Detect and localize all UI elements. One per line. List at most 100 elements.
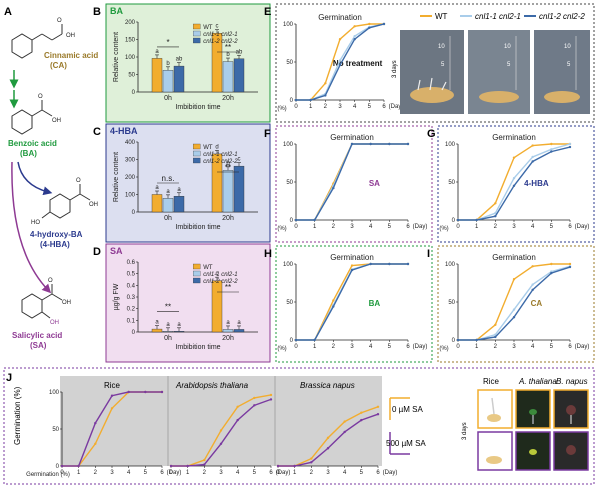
significance-letter: a [155, 320, 159, 326]
y-tick-label: 400 [125, 140, 136, 146]
y-tick-label: 50 [448, 180, 455, 186]
cinnamic-acid-structure [11, 24, 63, 59]
bar [162, 70, 174, 93]
y-tick-label: 0.3 [127, 295, 136, 301]
data-point [456, 218, 460, 222]
legend-label: cnl1-1 cnl2-1 [203, 32, 237, 38]
panel-e-frame [275, 3, 595, 123]
x-tick-label: 2 [332, 344, 336, 350]
hba-structure [41, 184, 91, 219]
significance-mark: ** [225, 163, 231, 172]
data-point [568, 145, 572, 149]
data-point [203, 463, 206, 466]
bar [162, 331, 174, 333]
photo-j-days: 3 days [462, 422, 468, 440]
data-point [550, 142, 553, 146]
data-point [343, 430, 346, 434]
x-tick-label: 5 [360, 470, 364, 476]
hba-o-label: O [76, 178, 81, 184]
legend-e-cnl1: cnl1-1 cnl2-1 [475, 12, 521, 21]
data-point [406, 142, 410, 146]
panel-e-legend: WT cnl1-1 cnl2-1 cnl1-2 cnl2-2 [420, 12, 585, 21]
treatment-label: No treatment [333, 59, 383, 68]
significance-mark: * [166, 38, 169, 47]
treatment-label: BA [369, 299, 381, 308]
category-label: 0h [164, 335, 172, 342]
panel-g-frame [437, 125, 595, 243]
treatment-label: 4-HBA [524, 179, 549, 188]
data-point [531, 288, 534, 292]
legend-label: cnl1-2 cnl2-2 [203, 159, 238, 165]
ca-abbr: (CA) [50, 61, 67, 70]
data-point [253, 404, 256, 407]
data-point [475, 218, 478, 222]
data-point [310, 457, 313, 460]
data-point [350, 142, 354, 146]
y-tick-label: 200 [125, 175, 136, 181]
data-point [294, 218, 298, 222]
hba-ho-label: HO [31, 220, 40, 226]
data-point [309, 98, 312, 102]
significance-letter: c [216, 271, 219, 277]
data-point [494, 202, 497, 205]
panel-letter-c: C [93, 126, 101, 138]
y-tick-label: 50 [286, 300, 293, 306]
y-tick-label: 0.4 [127, 283, 136, 289]
legend-j-500sa: 500 µM SA [386, 439, 426, 448]
significance-letter: b [226, 52, 230, 58]
panel-d-sa-bar-chart: D SA 0 0.1 0.2 0.3 0.4 0.5 0.6 µg/g FW a a a 0h c a a 2… [93, 243, 271, 363]
data-point [568, 142, 572, 146]
data-point [550, 148, 553, 151]
legend-swatch [193, 263, 201, 270]
data-point [313, 218, 316, 222]
legend-swatch [193, 157, 201, 164]
x-tick-label: 4 [531, 344, 535, 350]
x-tick-label: 4 [369, 224, 373, 230]
data-point [110, 407, 114, 410]
x-tick-label: 2 [310, 470, 314, 476]
significance-letter: b [226, 161, 230, 167]
bar [151, 328, 163, 333]
x-tick-label: 5 [388, 224, 392, 230]
bar [151, 194, 163, 213]
data-point [550, 271, 553, 275]
hba-abbr: (4-HBA) [40, 240, 70, 249]
y-tick-label: 0.6 [127, 260, 136, 266]
significance-mark: ** [165, 303, 171, 312]
y-tick-label: 50 [448, 300, 455, 306]
hba-oh-label: OH [89, 202, 98, 208]
legend-label: WT [203, 145, 213, 151]
x-tick-label: 4 [127, 470, 131, 476]
significance-letter: a [166, 189, 170, 195]
chart-title: Germination [492, 253, 536, 262]
legend-label: WT [203, 25, 213, 31]
series-line [458, 265, 571, 341]
ruler-5-c: 5 [567, 62, 571, 68]
data-point [531, 283, 534, 286]
data-point [512, 177, 516, 180]
category-label: 20h [222, 215, 234, 222]
x-tick-label: 1 [475, 224, 479, 230]
panel-g-germination-hba: G 0 50 100 (%) 0 1 2 3 4 5 6 (Day) Germination 4-HBA [427, 125, 595, 243]
category-label: 0h [164, 215, 172, 222]
x-tick-label: 5 [253, 470, 257, 476]
ruler-10-c: 10 [564, 44, 571, 50]
x-tick-label: 5 [388, 344, 392, 350]
y-unit-label: (%) [277, 226, 286, 232]
data-point [494, 211, 497, 215]
x-unit-label: (Day) [276, 470, 291, 476]
data-point [550, 262, 553, 266]
bar [233, 165, 245, 213]
photo-days-caption: 3 days [392, 60, 398, 78]
data-point [350, 264, 354, 267]
y-tick-label: 100 [283, 142, 294, 148]
y-unit-label: (%) [277, 346, 286, 352]
bar [233, 329, 245, 333]
x-tick-label: 6 [376, 470, 380, 476]
panel-c-hba-bar-chart: C 4-HBA 0 100 200 300 400 Relative content a a a… [93, 123, 271, 243]
bar [173, 65, 185, 93]
ba-name: Benzoic acid [8, 139, 57, 148]
legend-e-cnl2: cnl1-2 cnl2-2 [539, 12, 585, 21]
ca-name: Cinnamic acid [44, 51, 98, 60]
